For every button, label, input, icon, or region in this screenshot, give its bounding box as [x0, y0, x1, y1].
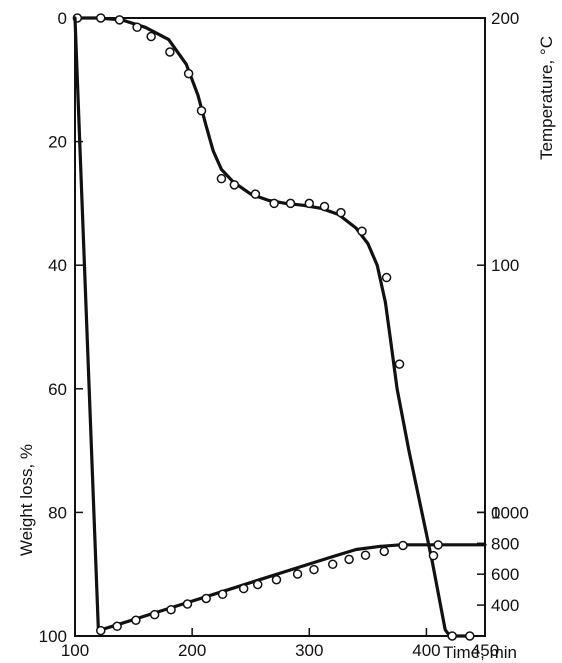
x-tick-label: 450	[471, 641, 499, 660]
weight-loss-point	[304, 198, 315, 209]
weight-loss-point	[465, 631, 475, 641]
weight-loss-point	[336, 207, 346, 218]
x-tick-label: 400	[412, 641, 440, 660]
y-left-tick-label: 40	[48, 256, 67, 275]
weight-loss-point	[357, 226, 367, 236]
y-right-axis-title: Temperature, °C	[537, 36, 556, 160]
y-right-tick-label: 800	[491, 534, 519, 553]
temperature-point	[271, 575, 282, 585]
y-left-tick-label: 80	[48, 503, 67, 522]
y-right-tick-label: 400	[491, 596, 519, 615]
y-left-axis-title: Weight loss, %	[17, 444, 36, 556]
temperature-point	[166, 604, 176, 615]
weight-loss-point	[250, 189, 261, 199]
y-left-tick-label: 0	[58, 9, 67, 28]
y-right-tick-label: 600	[491, 565, 519, 584]
x-tick-label: 100	[61, 641, 89, 660]
temperature-point	[309, 564, 319, 575]
temperature-point	[131, 615, 141, 625]
y-right-tick-label: 100	[491, 256, 519, 275]
temperature-point	[398, 540, 408, 551]
weight-loss-point	[96, 13, 106, 23]
temperature-point	[201, 593, 211, 604]
weight-loss-point	[216, 173, 227, 184]
temperature-point	[217, 589, 228, 600]
temperature-point	[327, 559, 338, 570]
x-tick-label: 200	[178, 641, 206, 660]
weight-loss-point	[114, 15, 125, 25]
temperature-line	[73, 16, 487, 633]
weight-loss-point	[146, 31, 156, 42]
y-left-tick-label: 20	[48, 133, 67, 152]
weight-loss-point	[285, 198, 296, 209]
temperature-point	[149, 609, 160, 620]
temperature-point	[360, 550, 371, 560]
y-right-tick-label: 0	[491, 503, 500, 522]
y-left-tick-label: 60	[48, 380, 67, 399]
weight-loss-point	[394, 359, 405, 369]
x-tick-label: 300	[295, 641, 323, 660]
weight-loss-point	[229, 180, 240, 190]
temperature-point	[182, 599, 193, 609]
x-axis-title: Time, min	[443, 643, 517, 662]
weight-loss-point	[269, 198, 279, 209]
temperature-point	[292, 569, 303, 579]
y-left-tick-label: 100	[39, 627, 67, 646]
temperature-point	[252, 579, 263, 590]
y-right-tick-label: 200	[491, 9, 519, 28]
temperature-point	[238, 583, 249, 594]
temperature-point	[112, 621, 122, 632]
weight-loss-point	[447, 631, 457, 641]
weight-loss-point	[381, 272, 392, 283]
plot-frame	[74, 17, 486, 637]
weight-loss-point	[196, 105, 207, 116]
weight-loss-point	[165, 47, 175, 57]
temperature-point	[96, 625, 106, 636]
weight-loss-point	[183, 68, 194, 79]
weight-loss-point	[428, 550, 439, 561]
y-right-tick-label: 1000	[491, 503, 529, 522]
temperature-point	[379, 546, 390, 557]
temperature-point	[433, 540, 443, 550]
weight-loss-point	[132, 22, 142, 33]
weight-loss-point	[319, 201, 330, 212]
temperature-point	[344, 554, 354, 565]
